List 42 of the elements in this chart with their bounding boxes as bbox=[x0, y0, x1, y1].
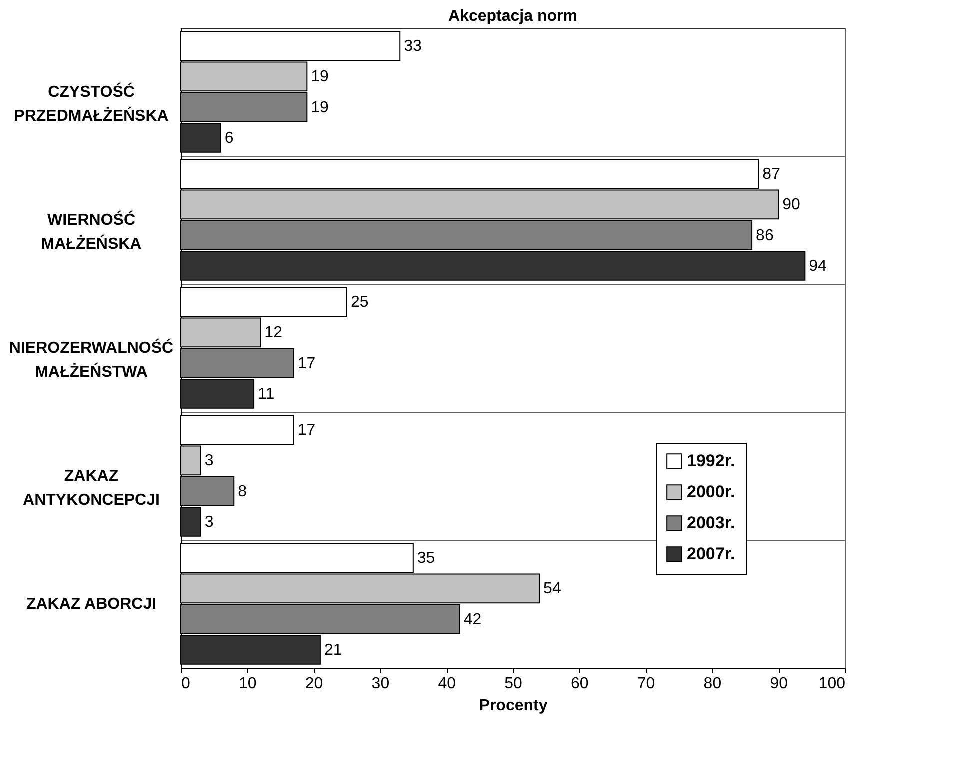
legend-label: 1992r. bbox=[687, 452, 736, 470]
x-tick-label: 0 bbox=[182, 676, 190, 692]
data-label: 86 bbox=[756, 227, 774, 244]
x-tick-label: 20 bbox=[305, 676, 324, 692]
y-tick-label: CZYSTOŚĆ PRZEDMAŁŻEŃSKA bbox=[14, 82, 170, 125]
data-label: 87 bbox=[762, 166, 781, 184]
y-tick-label: NIEROZERWALNOŚĆ MAŁŻEŃSTWA bbox=[9, 338, 174, 381]
data-label: 17 bbox=[298, 422, 316, 440]
data-label: 11 bbox=[258, 386, 275, 403]
x-tick-label: 60 bbox=[571, 676, 589, 692]
legend-label: 2000r. bbox=[687, 482, 736, 502]
data-label: 33 bbox=[404, 38, 422, 56]
x-tick-label: 10 bbox=[239, 676, 257, 692]
x-tick-label: 80 bbox=[704, 676, 722, 692]
data-label: 21 bbox=[324, 642, 342, 659]
y-tick-label: ZAKAZ ABORCJI bbox=[26, 596, 157, 613]
data-label: 3 bbox=[204, 452, 214, 470]
data-label: 94 bbox=[809, 258, 828, 275]
data-label: 90 bbox=[782, 196, 800, 214]
chart-title: Akceptacja norm bbox=[448, 8, 578, 25]
data-label: 8 bbox=[238, 483, 248, 500]
y-tick-label: WIERNOŚĆ MAŁŻEŃSKA bbox=[41, 210, 142, 253]
data-label: 25 bbox=[351, 294, 369, 312]
data-label: 35 bbox=[417, 550, 436, 568]
data-label: 17 bbox=[298, 355, 316, 372]
x-tick-label: 70 bbox=[637, 676, 656, 692]
x-tick-label: 100 bbox=[818, 676, 846, 692]
data-label: 12 bbox=[264, 324, 283, 342]
data-label: 42 bbox=[464, 611, 482, 628]
data-label: 6 bbox=[224, 130, 234, 147]
data-label: 19 bbox=[311, 99, 330, 116]
x-axis-title: Procenty bbox=[479, 698, 548, 714]
data-label: 54 bbox=[544, 580, 562, 598]
x-tick-label: 40 bbox=[438, 676, 456, 692]
data-label: 19 bbox=[311, 68, 330, 86]
data-label: 3 bbox=[204, 514, 214, 531]
y-tick-label: ZAKAZ ANTYKONCEPCJI bbox=[23, 468, 160, 509]
x-tick-label: 50 bbox=[504, 676, 522, 692]
x-tick-label: 90 bbox=[770, 676, 788, 692]
legend-label: 2003r. bbox=[687, 514, 736, 532]
x-tick-label: 30 bbox=[372, 676, 390, 692]
legend-label: 2007r. bbox=[687, 544, 736, 564]
